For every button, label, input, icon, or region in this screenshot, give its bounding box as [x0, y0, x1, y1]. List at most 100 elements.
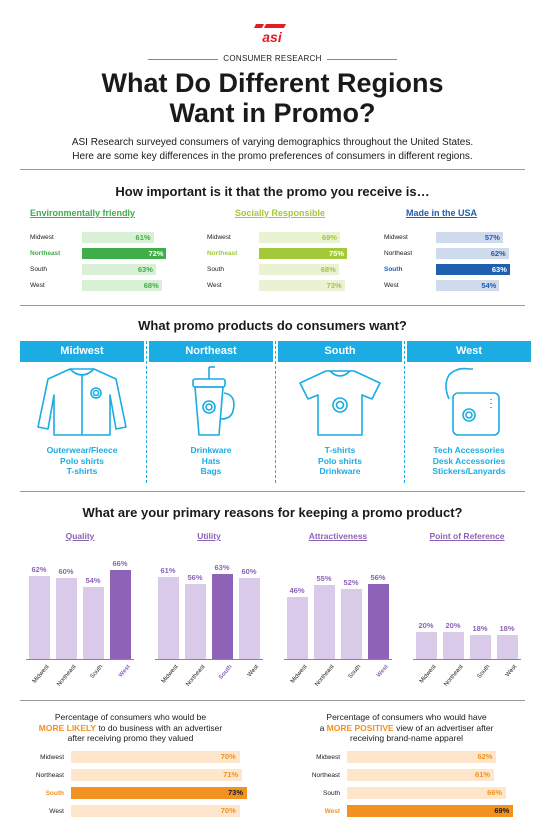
reason-category: Midwest [418, 664, 438, 685]
reason-panel: Attractiveness 46% Midwest 55% Northeast 52% S… [284, 531, 392, 691]
likelihood-value: 71% [223, 770, 239, 779]
importance-row: Midwest 57% [384, 232, 529, 244]
importance-label: Northeast [207, 250, 238, 257]
importance-row: Northeast 62% [384, 248, 529, 260]
importance-label: Northeast [30, 250, 61, 257]
reason-bar [497, 634, 518, 659]
reason-value: 18% [499, 623, 515, 633]
importance-bar: 61% [82, 232, 154, 243]
product-item: Tech Accessories [433, 445, 505, 455]
product-item: Stickers/Lanyards [432, 466, 506, 476]
description-line: a MORE POSITIVE view of an advertiser af… [284, 723, 529, 734]
reason-category: South [476, 664, 492, 680]
reason-value: 20% [418, 621, 434, 631]
reason-value: 52% [343, 578, 359, 588]
importance-label: West [30, 282, 45, 289]
reason-panel: Utility 61% Midwest 56% Northeast 63% South 60%… [155, 531, 263, 691]
reason-value: 18% [472, 623, 488, 633]
importance-label: Midwest [30, 234, 54, 241]
reason-bar [314, 585, 335, 659]
likelihood-bar: 69% [347, 805, 514, 817]
reason-bar [56, 578, 77, 659]
product-column-midwest: Midwest Outerwear/Fleece Polo shirts T-shir… [20, 341, 144, 483]
importance-bar: 73% [259, 280, 345, 291]
importance-label: South [207, 266, 224, 273]
likelihood-row: West 70% [8, 805, 253, 818]
reason-value: 61% [160, 566, 176, 576]
reason-value: 63% [214, 563, 230, 573]
description-emphasis: MORE POSITIVE [326, 722, 394, 733]
importance-bar: 75% [259, 248, 347, 259]
description-emphasis: MORE LIKELY [38, 722, 97, 733]
consumer-research-kicker: CONSUMER RESEARCH [0, 53, 545, 65]
importance-heading: Environmentally friendly [30, 208, 136, 218]
importance-row: West 73% [207, 280, 352, 292]
importance-row: South 63% [30, 264, 175, 276]
likelihood-row: Midwest 62% [284, 751, 529, 764]
importance-row: South 63% [384, 264, 529, 276]
likelihood-bar: 73% [71, 787, 247, 799]
likelihood-description: Percentage of consumers who would have a … [284, 712, 529, 744]
reason-bar [110, 570, 131, 659]
column-separator [146, 341, 147, 483]
asi-logo: asi [254, 24, 286, 44]
importance-value: 63% [491, 265, 507, 274]
importance-bar: 62% [436, 248, 509, 259]
product-item: Polo shirts [60, 455, 104, 466]
description-line: Percentage of consumers who would be [54, 712, 207, 722]
description-text: a [319, 722, 327, 733]
importance-row: Midwest 61% [30, 232, 175, 244]
likelihood-bar: 70% [71, 751, 240, 763]
importance-heading: Socially Responsible [235, 208, 326, 218]
description-text: to do business with an advertiser [96, 722, 223, 733]
likelihood-label: Midwest [40, 754, 64, 761]
reason-category: South [89, 664, 105, 680]
reason-value: 54% [85, 575, 101, 585]
importance-value: 69% [321, 233, 337, 242]
likelihood-value: 70% [220, 752, 236, 761]
reason-value: 20% [445, 621, 461, 631]
reason-bar [287, 597, 308, 659]
product-item: Hats [201, 455, 221, 466]
likelihood-label: West [49, 808, 64, 815]
importance-bar: 54% [436, 280, 500, 291]
importance-value: 68% [320, 265, 336, 274]
importance-label: Midwest [384, 234, 408, 241]
reason-bar [443, 632, 464, 659]
reason-axis [284, 659, 392, 660]
divider [20, 700, 525, 701]
importance-row: West 54% [384, 280, 529, 292]
product-column-south: South T-shirts Polo shirts Drinkware [278, 341, 402, 483]
likelihood-bar: 70% [71, 805, 240, 817]
likelihood-label: Northeast [311, 772, 340, 779]
importance-panel: Made in the USA Midwest 57% Northeast 62% Sou… [384, 206, 529, 298]
reason-category: Midwest [31, 664, 51, 685]
importance-value: 73% [326, 281, 342, 290]
importance-bar: 63% [436, 264, 510, 275]
tshirt-icon [278, 365, 402, 437]
reason-category: Northeast [185, 664, 207, 688]
product-item: T-shirts [324, 445, 356, 455]
likelihood-row: Northeast 61% [284, 769, 529, 782]
likelihood-label: South [45, 790, 64, 797]
tumbler-icon [149, 365, 273, 437]
reason-bar [29, 575, 50, 659]
likelihood-row: South 66% [284, 787, 529, 800]
likelihood-value: 66% [487, 788, 503, 797]
reason-value: 55% [316, 574, 332, 584]
likelihood-label: Midwest [316, 754, 340, 761]
importance-row: Midwest 69% [207, 232, 352, 244]
importance-value: 72% [148, 249, 164, 258]
product-region-header: Northeast [149, 341, 273, 362]
importance-label: South [30, 266, 47, 273]
reason-value: 60% [58, 567, 74, 577]
product-items: T-shirts Polo shirts Drinkware [278, 445, 402, 477]
description-line: after receiving promo they valued [67, 733, 194, 743]
divider [20, 305, 525, 306]
product-item: Drinkware [319, 466, 361, 476]
product-region-header: West [407, 341, 531, 362]
reason-bar [158, 577, 179, 659]
reason-category: Northeast [443, 664, 465, 688]
reason-panel: Point of Reference 20% Midwest 20% Northeast… [413, 531, 521, 691]
reason-value: 66% [112, 559, 128, 569]
